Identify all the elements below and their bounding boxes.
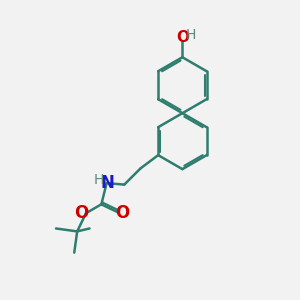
Text: H: H <box>93 172 103 187</box>
Text: O: O <box>116 204 130 222</box>
Text: O: O <box>74 204 88 222</box>
Text: H: H <box>186 28 196 42</box>
Text: N: N <box>100 174 114 192</box>
Text: O: O <box>176 30 189 45</box>
